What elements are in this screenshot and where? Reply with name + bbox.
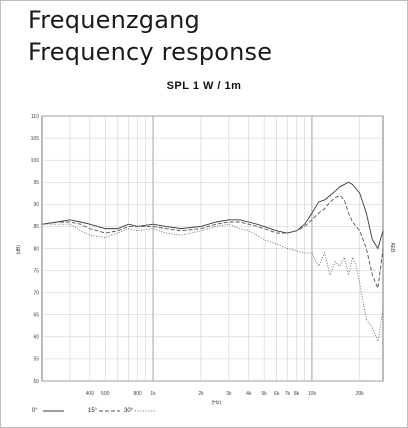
- series-lines: [41, 181, 384, 343]
- series-line-1: [41, 194, 384, 290]
- x-tick-label: 1k: [150, 391, 156, 397]
- y-tick-label: 105: [31, 136, 40, 142]
- right-axis-label: AEB: [389, 243, 395, 254]
- y-tick-label: 95: [33, 180, 39, 186]
- legend-label: 30°: [124, 408, 134, 414]
- y-tick-label: 75: [33, 268, 39, 274]
- x-tick-label: 7k: [285, 391, 291, 397]
- x-tick-label: 5k: [261, 391, 267, 397]
- x-tick-labels: 400 500 800 1k 2k 3k 4k 5k 6k 7k 8k 10k 20k: [86, 391, 365, 397]
- y-axis-label: (dB): [16, 245, 22, 255]
- series-line-0: [41, 181, 384, 250]
- x-tick-label: 800: [133, 391, 142, 397]
- y-tick-label: 90: [33, 202, 39, 208]
- legend-label: 0°: [32, 408, 38, 414]
- grid-lines: [42, 115, 383, 382]
- x-tick-label: 4k: [246, 391, 252, 397]
- legend-label: 15°: [88, 408, 98, 414]
- x-tick-label: 20k: [356, 391, 365, 397]
- y-tick-label: 55: [33, 357, 39, 363]
- y-tick-label: 85: [33, 224, 39, 230]
- y-tick-label: 50: [33, 379, 39, 385]
- title-german: Frequenzgang: [28, 6, 200, 34]
- y-tick-label: 65: [33, 313, 39, 319]
- y-tick-label: 110: [31, 114, 39, 120]
- chart-subtitle: SPL 1 W / 1m: [166, 80, 242, 92]
- x-tick-label: 8k: [294, 391, 300, 397]
- y-tick-label: 70: [33, 290, 39, 296]
- y-tick-label: 80: [33, 246, 39, 252]
- x-tick-label: 500: [101, 391, 110, 397]
- x-tick-label: 3k: [226, 391, 232, 397]
- x-axis-label: (Hz): [212, 400, 222, 406]
- y-tick-label: 60: [33, 335, 39, 341]
- legend: 0° 15° 30°: [32, 408, 156, 414]
- y-tick-label: 100: [31, 158, 40, 164]
- x-tick-label: 6k: [274, 391, 280, 397]
- x-tick-label: 2k: [198, 391, 204, 397]
- series-line-2: [42, 223, 384, 343]
- x-tick-label: 400: [86, 391, 95, 397]
- title-english: Frequency response: [28, 38, 273, 66]
- y-tick-labels: 50 55 60 65 70 75 80 85 90 95 100 105 110: [31, 114, 40, 385]
- x-tick-label: 10k: [308, 391, 317, 397]
